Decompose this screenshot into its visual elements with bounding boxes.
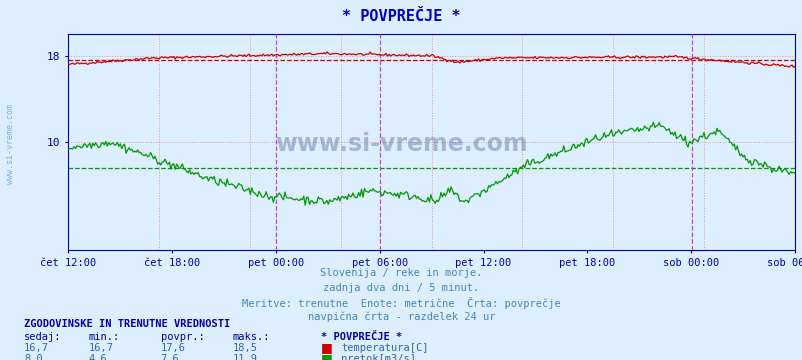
Text: Slovenija / reke in morje.: Slovenija / reke in morje.	[320, 268, 482, 278]
Text: ■: ■	[321, 352, 333, 360]
Text: 17,6: 17,6	[160, 343, 185, 353]
Text: * POVPREČJE *: * POVPREČJE *	[321, 332, 402, 342]
Text: 8,0: 8,0	[24, 354, 43, 360]
Text: 18,5: 18,5	[233, 343, 257, 353]
Text: zadnja dva dni / 5 minut.: zadnja dva dni / 5 minut.	[323, 283, 479, 293]
Text: 7,6: 7,6	[160, 354, 179, 360]
Text: pretok[m3/s]: pretok[m3/s]	[341, 354, 415, 360]
Text: 16,7: 16,7	[24, 343, 49, 353]
Text: maks.:: maks.:	[233, 332, 270, 342]
Text: temperatura[C]: temperatura[C]	[341, 343, 428, 353]
Text: ZGODOVINSKE IN TRENUTNE VREDNOSTI: ZGODOVINSKE IN TRENUTNE VREDNOSTI	[24, 319, 230, 329]
Text: www.si-vreme.com: www.si-vreme.com	[275, 132, 527, 156]
Text: 16,7: 16,7	[88, 343, 113, 353]
Text: 11,9: 11,9	[233, 354, 257, 360]
Text: povpr.:: povpr.:	[160, 332, 204, 342]
Text: www.si-vreme.com: www.si-vreme.com	[6, 104, 15, 184]
Text: ■: ■	[321, 341, 333, 354]
Text: min.:: min.:	[88, 332, 119, 342]
Text: * POVPREČJE *: * POVPREČJE *	[342, 9, 460, 24]
Text: sedaj:: sedaj:	[24, 332, 62, 342]
Text: navpična črta - razdelek 24 ur: navpična črta - razdelek 24 ur	[307, 311, 495, 322]
Text: 4,6: 4,6	[88, 354, 107, 360]
Text: Meritve: trenutne  Enote: metrične  Črta: povprečje: Meritve: trenutne Enote: metrične Črta: …	[242, 297, 560, 309]
